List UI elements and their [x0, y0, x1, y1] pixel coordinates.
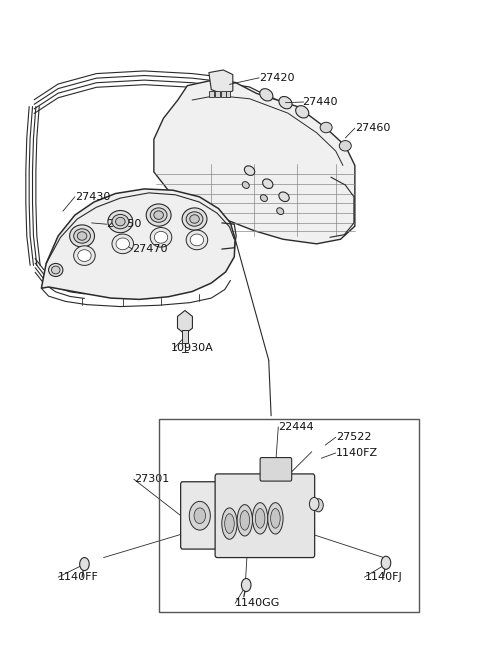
Circle shape	[189, 501, 210, 530]
Ellipse shape	[190, 234, 204, 246]
Text: 1140GG: 1140GG	[235, 598, 281, 608]
Ellipse shape	[70, 225, 95, 247]
Ellipse shape	[150, 227, 172, 247]
Circle shape	[314, 498, 323, 512]
Ellipse shape	[186, 230, 208, 250]
Ellipse shape	[320, 122, 332, 133]
Bar	[215, 91, 220, 98]
Ellipse shape	[108, 210, 133, 233]
Circle shape	[310, 497, 319, 510]
Text: 27430: 27430	[75, 192, 110, 202]
Ellipse shape	[186, 212, 203, 226]
Bar	[226, 91, 230, 98]
Text: 27460: 27460	[355, 123, 390, 133]
Bar	[158, 419, 420, 612]
Ellipse shape	[244, 166, 255, 176]
Ellipse shape	[116, 217, 125, 226]
Ellipse shape	[279, 192, 289, 202]
Text: 27367: 27367	[269, 486, 304, 496]
Bar	[209, 91, 214, 98]
Ellipse shape	[255, 508, 265, 528]
Ellipse shape	[263, 179, 273, 189]
Ellipse shape	[182, 208, 207, 230]
Ellipse shape	[74, 229, 90, 243]
Ellipse shape	[146, 204, 171, 226]
FancyBboxPatch shape	[215, 474, 315, 557]
Polygon shape	[41, 189, 235, 299]
Ellipse shape	[112, 214, 129, 229]
Circle shape	[194, 508, 205, 523]
Ellipse shape	[296, 105, 309, 118]
Ellipse shape	[74, 246, 95, 265]
Ellipse shape	[276, 208, 284, 215]
Ellipse shape	[51, 266, 60, 274]
Text: 1140FZ: 1140FZ	[336, 448, 378, 458]
Text: 27522: 27522	[336, 432, 371, 442]
Polygon shape	[209, 70, 233, 94]
Ellipse shape	[222, 508, 237, 539]
Ellipse shape	[260, 88, 273, 101]
FancyBboxPatch shape	[260, 458, 292, 481]
Ellipse shape	[242, 181, 249, 189]
Polygon shape	[154, 81, 355, 244]
Ellipse shape	[271, 508, 280, 528]
Ellipse shape	[268, 502, 283, 534]
Ellipse shape	[48, 263, 63, 276]
Ellipse shape	[190, 215, 199, 223]
Text: 10930A: 10930A	[170, 343, 213, 354]
Text: 22444: 22444	[278, 422, 314, 432]
Ellipse shape	[252, 502, 268, 534]
Text: 27420: 27420	[259, 73, 295, 83]
Ellipse shape	[155, 231, 168, 243]
Ellipse shape	[339, 141, 351, 151]
Ellipse shape	[225, 514, 234, 533]
Ellipse shape	[112, 234, 133, 253]
Ellipse shape	[78, 250, 91, 261]
Ellipse shape	[116, 238, 130, 250]
Circle shape	[80, 557, 89, 571]
Text: 27440: 27440	[302, 97, 338, 107]
Circle shape	[381, 556, 391, 569]
Text: 27470: 27470	[132, 244, 168, 254]
Bar	[221, 91, 226, 98]
FancyBboxPatch shape	[180, 481, 219, 549]
Text: 27301: 27301	[134, 474, 169, 484]
Ellipse shape	[261, 195, 267, 202]
Ellipse shape	[150, 208, 167, 222]
Bar	[182, 330, 188, 343]
Text: 1140FF: 1140FF	[58, 572, 99, 582]
Circle shape	[241, 578, 251, 591]
Text: 1140FJ: 1140FJ	[364, 572, 402, 582]
Ellipse shape	[240, 510, 250, 530]
Text: 27450: 27450	[106, 219, 142, 229]
Ellipse shape	[77, 232, 87, 240]
Ellipse shape	[237, 504, 252, 536]
Ellipse shape	[279, 96, 292, 109]
Ellipse shape	[154, 211, 163, 219]
